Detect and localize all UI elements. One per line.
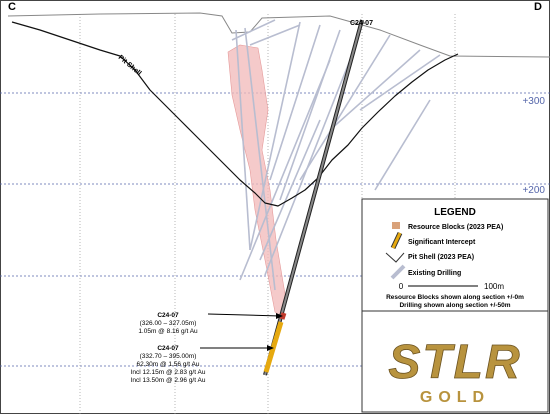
section-end-label: C [8,1,16,13]
topography [7,12,550,58]
legend-swatch [392,222,400,229]
drill-hole [269,24,321,181]
arrow [207,313,281,317]
hole-label: C24-07 [350,20,373,27]
legend-note: Resource Blocks shown along section +/-0… [386,294,524,301]
legend-item: Resource Blocks (2023 PEA) [408,224,503,231]
arrowhead [267,345,274,351]
pit-shell [11,21,459,207]
drill-hole [239,59,331,281]
drill-hole [249,24,301,46]
arrowhead [276,313,283,319]
legend-swatch [385,252,405,263]
drill-hole [231,19,276,41]
legend-item: Significant Intercept [408,239,476,246]
logo: STLR GOLD [361,310,549,413]
legend-item: Existing Drilling [408,270,461,277]
legend-swatch [391,232,402,249]
drill-hole [249,21,301,251]
annotation: C24-07 (326.00 – 327.05m) 1.05m @ 8.16 g… [131,312,283,384]
annotation-hole: C24-07 [157,345,179,352]
legend-item: Pit Shell (2023 PEA) [408,254,474,261]
elevation-label: +200 [522,185,545,196]
legend-box [361,198,549,312]
legend-swatch [390,264,406,280]
drill-hole [244,27,276,291]
existing-drilling [231,19,441,291]
annotation-line: 1.05m @ 8.16 g/t Au [138,328,198,335]
drill-hole [299,34,391,181]
section-end-label: D [534,1,542,13]
drill-hole [359,54,441,111]
drill-hole [259,119,321,261]
annotation-line: Incl 13.50m @ 2.96 g/t Au [131,377,206,384]
drill-hole [329,49,421,131]
annotation-hole: C24-07 [157,312,179,319]
drill-hole [235,29,251,251]
logo-box [361,310,549,413]
logo-subtitle: GOLD [420,389,490,406]
annotation-line: 62.30m @ 1.56 g/t Au [137,361,200,368]
grid [0,14,550,414]
scale-label: 100m [484,282,504,291]
drill-hole [264,59,351,276]
logo-name: STLR [388,336,521,389]
elevation-label: +300 [522,96,545,107]
drill-hole [279,29,341,201]
legend-note: Drilling shown along section +/-50m [399,302,510,309]
scale-label: 0 [399,282,404,291]
drill-hole [374,99,431,191]
annotation-interval: (326.00 – 327.05m) [140,320,197,327]
annotation-line: Incl 12.15m @ 2.83 g/t Au [131,369,206,376]
legend-title: LEGEND [434,207,476,218]
significant-intercept [263,321,284,373]
legend: LEGEND Resource Blocks (2023 PEA) Signif… [361,198,549,312]
annotation-interval: (332.70 – 395.00m) [140,353,197,360]
